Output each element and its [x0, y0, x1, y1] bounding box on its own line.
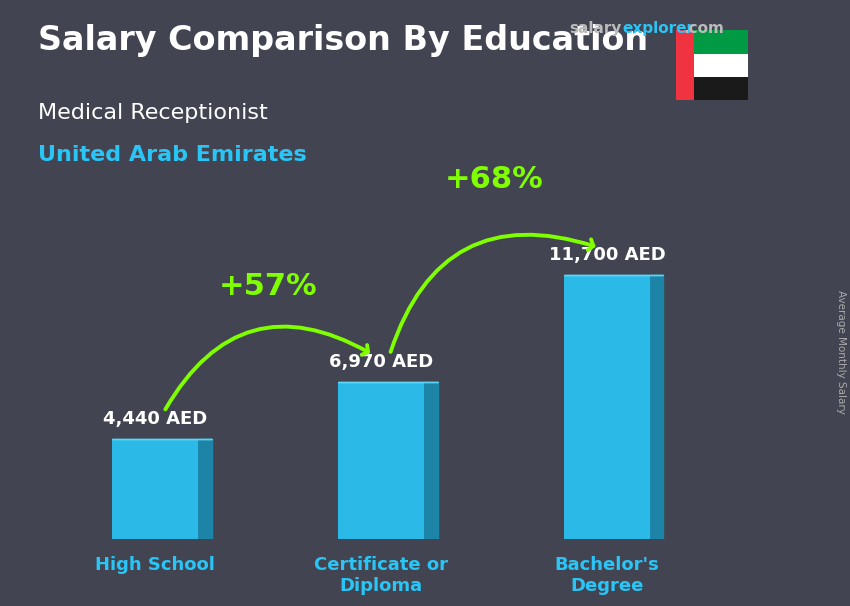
Polygon shape: [650, 275, 663, 539]
Text: salary: salary: [570, 21, 622, 36]
Polygon shape: [424, 382, 438, 539]
Text: 4,440 AED: 4,440 AED: [103, 410, 207, 428]
Text: +68%: +68%: [445, 165, 543, 194]
Bar: [694, 77, 748, 100]
Text: .com: .com: [683, 21, 724, 36]
Bar: [694, 30, 748, 53]
Text: 11,700 AED: 11,700 AED: [548, 246, 666, 264]
Text: Salary Comparison By Education: Salary Comparison By Education: [38, 24, 649, 57]
Text: explorer: explorer: [622, 21, 694, 36]
Bar: [676, 30, 694, 100]
Text: 6,970 AED: 6,970 AED: [329, 353, 434, 371]
Bar: [694, 53, 748, 77]
Polygon shape: [198, 439, 212, 539]
Text: Average Monthly Salary: Average Monthly Salary: [836, 290, 846, 413]
Bar: [564, 275, 650, 539]
Bar: [338, 382, 424, 539]
Text: Medical Receptionist: Medical Receptionist: [38, 103, 268, 123]
Bar: [112, 439, 198, 539]
Text: +57%: +57%: [219, 272, 318, 301]
Text: United Arab Emirates: United Arab Emirates: [38, 145, 307, 165]
